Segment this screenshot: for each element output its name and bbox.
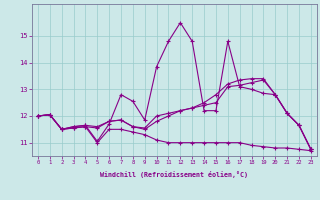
X-axis label: Windchill (Refroidissement éolien,°C): Windchill (Refroidissement éolien,°C) (100, 171, 248, 178)
